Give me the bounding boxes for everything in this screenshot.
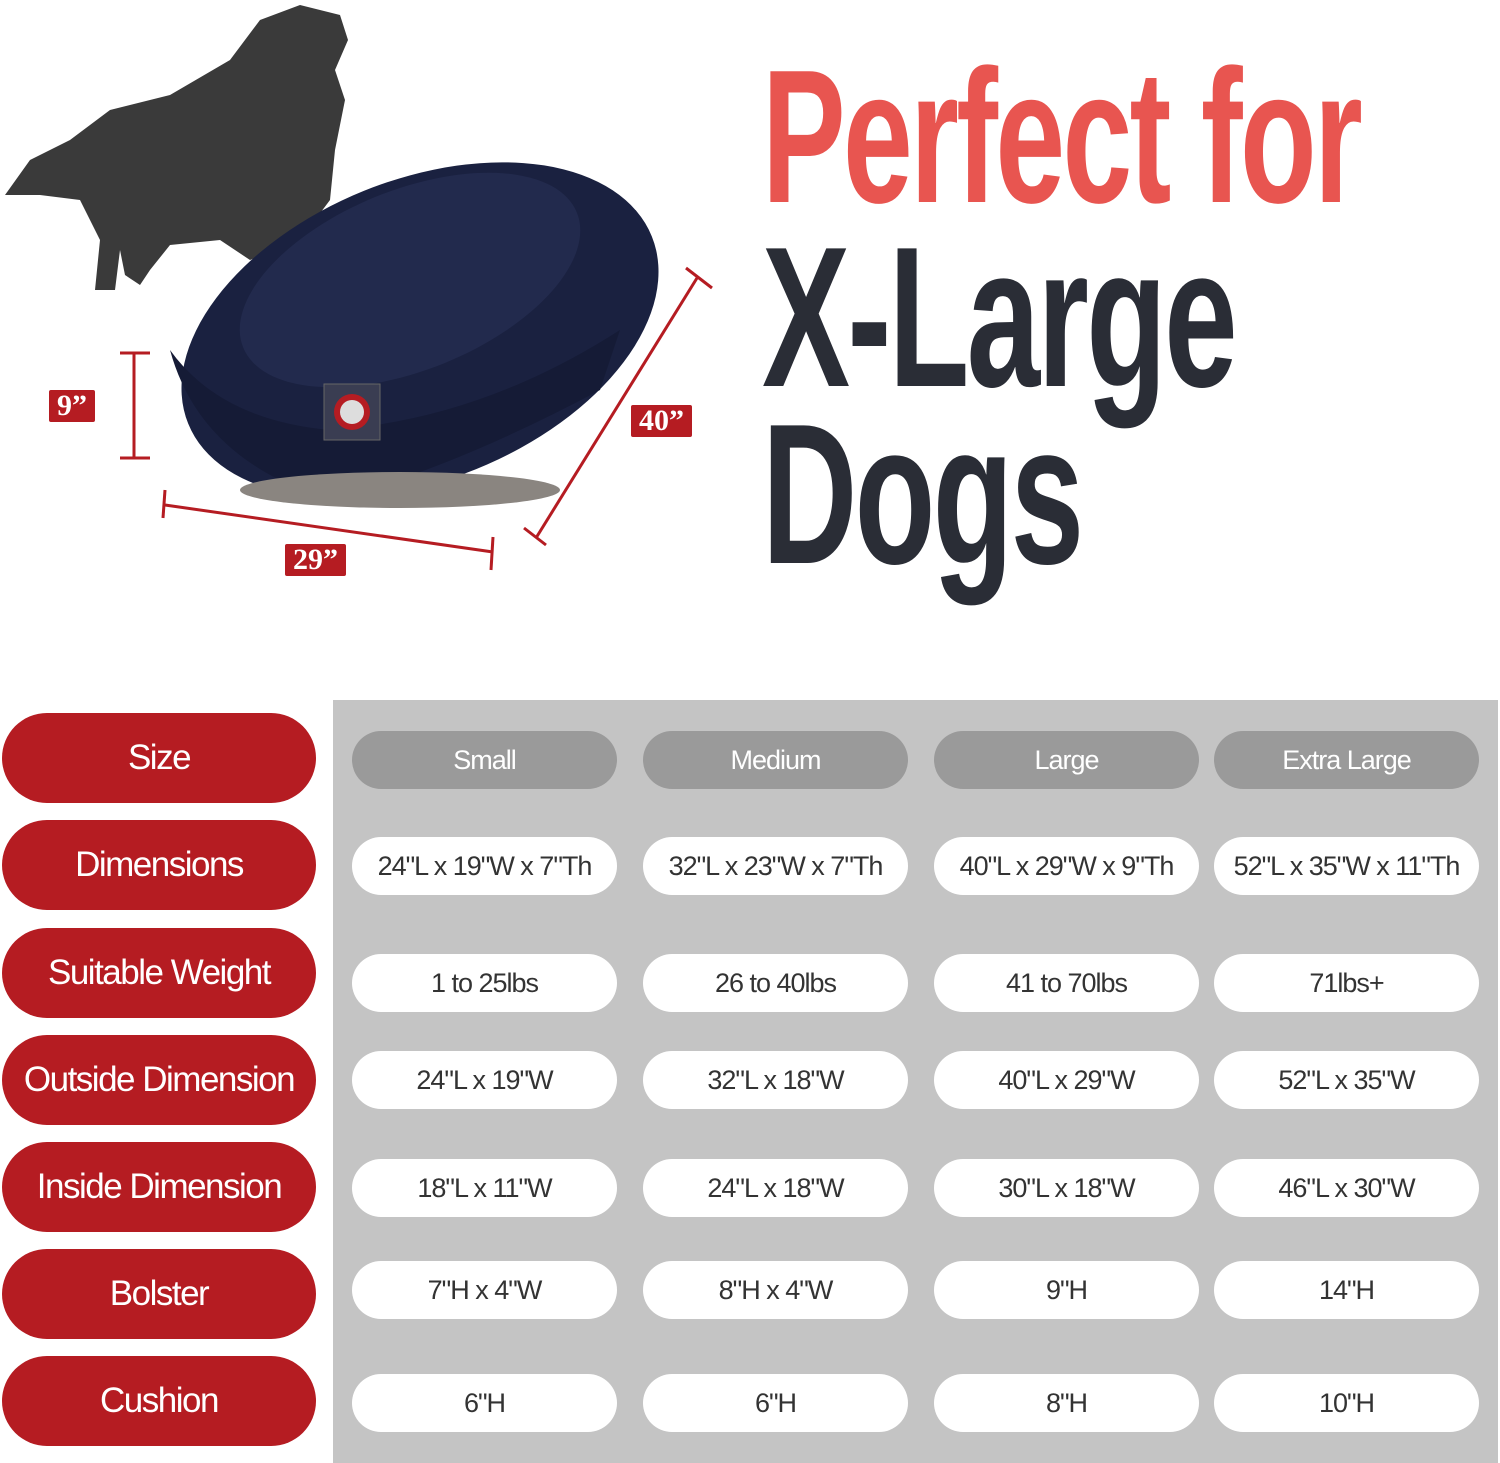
table-cell: 9"H <box>934 1261 1199 1319</box>
table-cell: 8"H x 4"W <box>643 1261 908 1319</box>
length-dimension-label: 40” <box>631 405 692 437</box>
dog-bed <box>170 162 659 508</box>
row-label: Cushion <box>2 1356 316 1446</box>
table-cell: 46"L x 30"W <box>1214 1159 1479 1217</box>
table-cell: 18"L x 11"W <box>352 1159 617 1217</box>
table-cell: 6"H <box>352 1374 617 1432</box>
table-cell: 7"H x 4"W <box>352 1261 617 1319</box>
table-cell: 40"L x 29"W x 9"Th <box>934 837 1199 895</box>
table-cell: 52"L x 35"W x 11"Th <box>1214 837 1479 895</box>
dog-silhouette <box>5 5 348 290</box>
table-cell: 24"L x 19"W x 7"Th <box>352 837 617 895</box>
row-label: Dimensions <box>2 820 316 910</box>
product-illustration <box>5 5 713 571</box>
table-cell: 24"L x 19"W <box>352 1051 617 1109</box>
table-cell: 40"L x 29"W <box>934 1051 1199 1109</box>
row-label: Outside Dimension <box>2 1035 316 1125</box>
row-label: Suitable Weight <box>2 928 316 1018</box>
table-cell: 32"L x 23"W x 7"Th <box>643 837 908 895</box>
table-cell: 14"H <box>1214 1261 1479 1319</box>
table-cell: 41 to 70lbs <box>934 954 1199 1012</box>
table-cell: 6"H <box>643 1374 908 1432</box>
size-header: Small <box>352 731 617 789</box>
table-cell: 52"L x 35"W <box>1214 1051 1479 1109</box>
headline-line-1: Perfect for <box>762 31 1363 243</box>
table-cell: 32"L x 18"W <box>643 1051 908 1109</box>
table-cell: 30"L x 18"W <box>934 1159 1199 1217</box>
row-label: Inside Dimension <box>2 1142 316 1232</box>
dimension-lines <box>120 266 713 571</box>
majestic-pet-logo-icon <box>323 383 381 441</box>
height-dimension-label: 9” <box>49 390 95 422</box>
table-cell: 8"H <box>934 1374 1199 1432</box>
table-cell: 71lbs+ <box>1214 954 1479 1012</box>
size-header: Medium <box>643 731 908 789</box>
row-label: Bolster <box>2 1249 316 1339</box>
size-header: Large <box>934 731 1199 789</box>
table-cell: 10"H <box>1214 1374 1479 1432</box>
size-header: Extra Large <box>1214 731 1479 789</box>
headline-line-3: Dogs <box>762 383 1084 606</box>
table-cell: 24"L x 18"W <box>643 1159 908 1217</box>
table-cell: 1 to 25lbs <box>352 954 617 1012</box>
row-label: Size <box>2 713 316 803</box>
headline-line-2: X-Large <box>762 206 1238 429</box>
table-cell: 26 to 40lbs <box>643 954 908 1012</box>
width-dimension-label: 29” <box>285 544 346 576</box>
